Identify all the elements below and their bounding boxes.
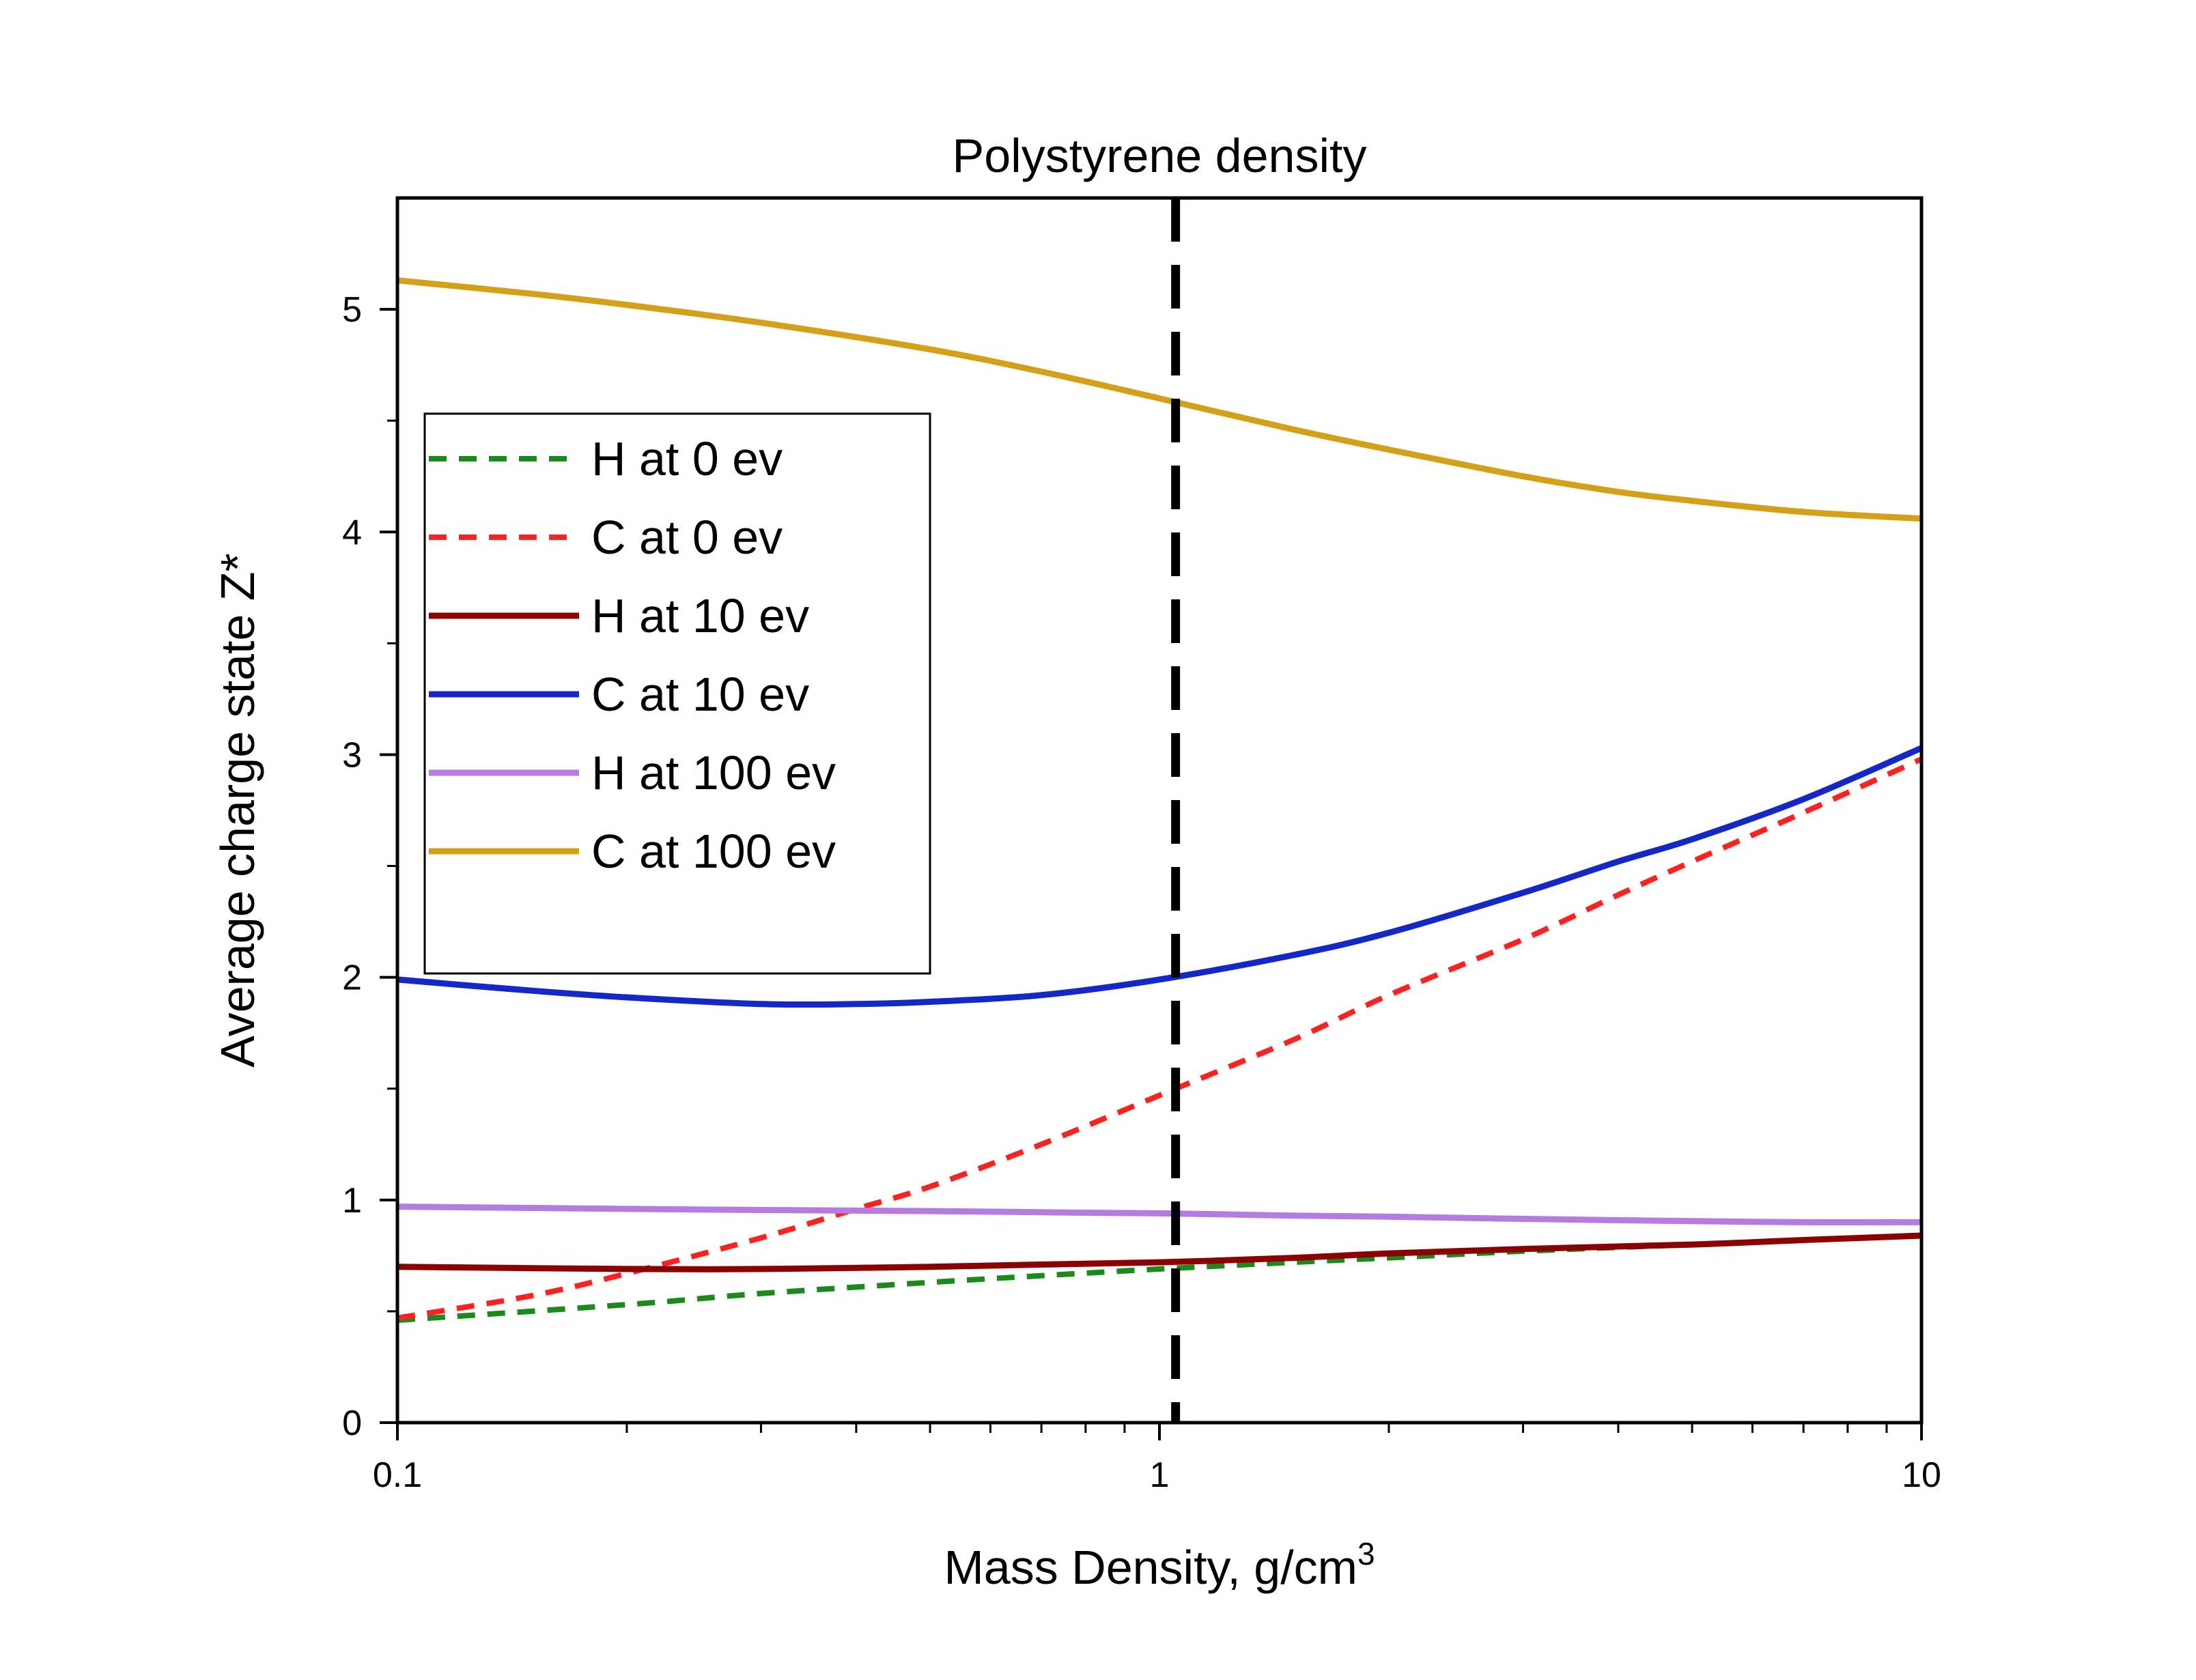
legend: H at 0 ev C at 0 ev H at 10 ev C at 10 ev H … xyxy=(423,412,931,975)
series-line-1 xyxy=(397,756,1923,1321)
series-line-3 xyxy=(397,745,1923,1008)
x-axis-title-main: Mass Density, g/cm xyxy=(944,1541,1357,1594)
legend-label: C at 0 ev xyxy=(591,511,783,564)
y-tick-label: 1 xyxy=(342,1181,362,1221)
legend-label: H at 0 ev xyxy=(591,432,783,485)
legend-label: C at 100 ev xyxy=(591,825,836,878)
legend-items: H at 0 ev C at 0 ev H at 10 ev C at 10 ev H … xyxy=(429,432,836,878)
y-tick-label: 0 xyxy=(342,1404,362,1443)
y-tick-label: 2 xyxy=(342,958,362,998)
x-tick-label: 0.1 xyxy=(373,1455,422,1495)
x-axis-ticks: 0.1 1 10 xyxy=(373,1423,1941,1495)
legend-label: H at 10 ev xyxy=(591,589,809,642)
series-line-4 xyxy=(397,1204,1922,1226)
x-tick-label: 10 xyxy=(1902,1455,1941,1495)
x-axis-title-superscript: 3 xyxy=(1357,1536,1375,1571)
chart-title: Polystyrene density xyxy=(953,129,1367,182)
series-line-0 xyxy=(397,1233,1922,1323)
x-tick-label: 1 xyxy=(1150,1455,1170,1495)
legend-label: H at 100 ev xyxy=(591,746,836,799)
y-tick-label: 4 xyxy=(342,513,362,552)
plot-lines xyxy=(397,277,1923,1323)
y-axis-title: Average charge state Z* xyxy=(211,553,264,1068)
y-axis-ticks: 0 1 2 3 4 5 xyxy=(342,290,397,1443)
legend-label: C at 10 ev xyxy=(591,668,809,721)
x-axis-title: Mass Density, g/cm3 xyxy=(944,1536,1375,1594)
y-tick-label: 3 xyxy=(342,735,362,775)
y-tick-label: 5 xyxy=(342,290,362,330)
series-line-2 xyxy=(397,1232,1922,1272)
series-line-5 xyxy=(397,277,1922,522)
